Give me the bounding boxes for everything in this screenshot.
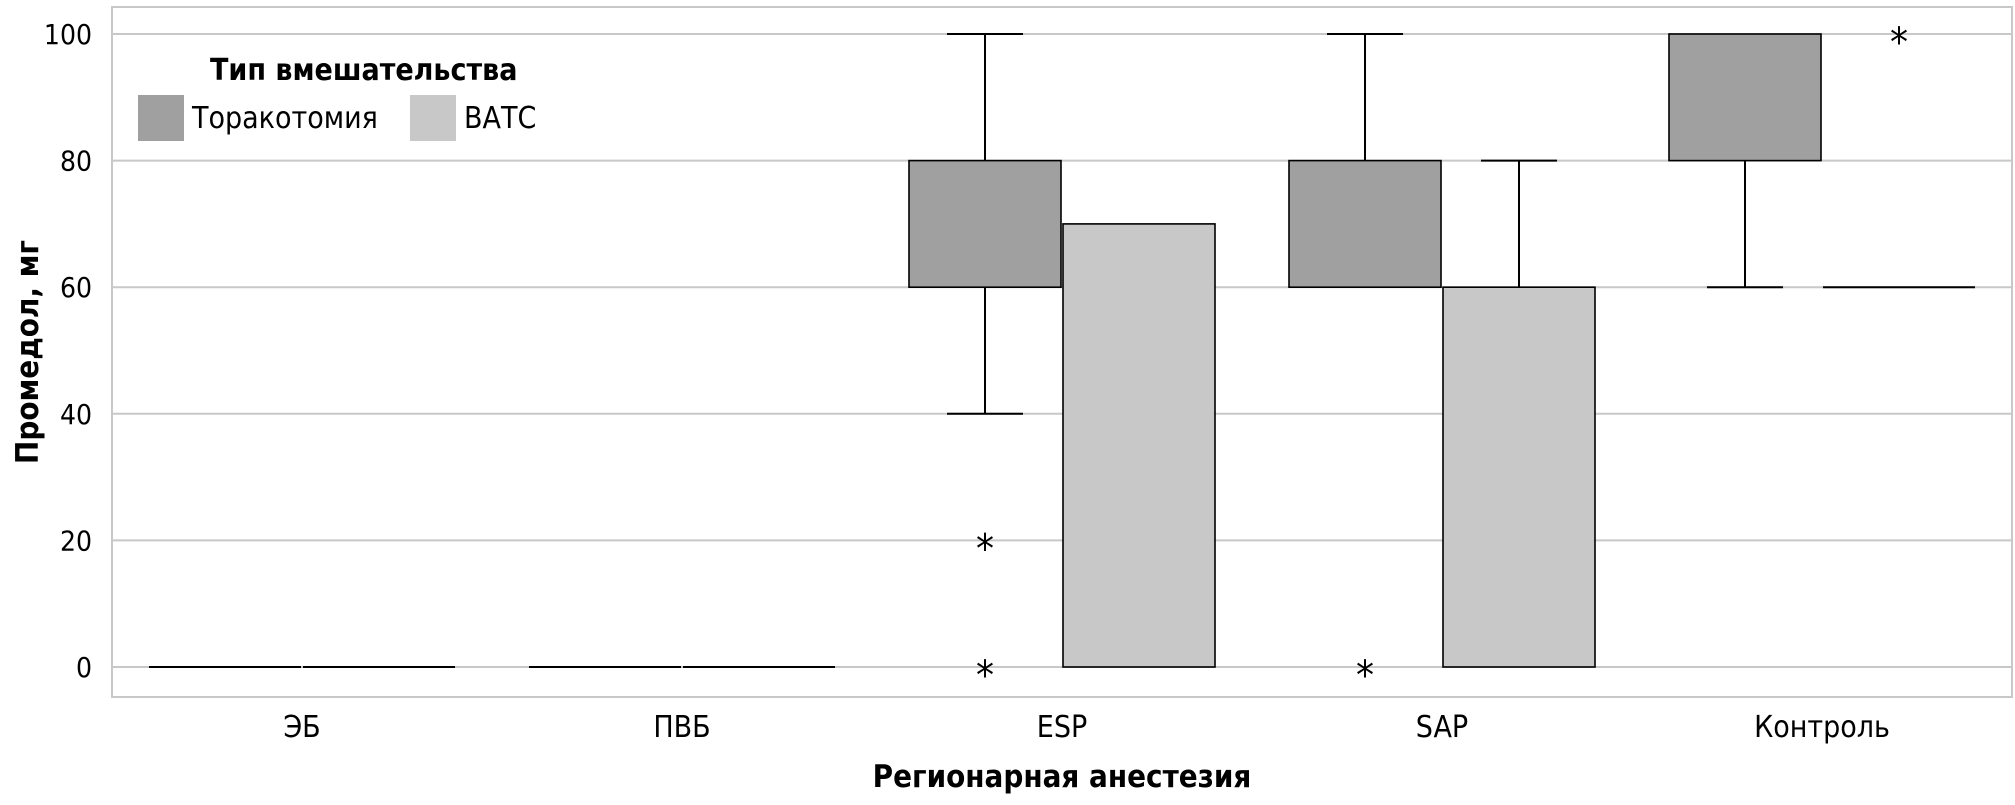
x-axis-ticks: ЭБ ПВБ ESP SAP Контроль (283, 710, 1890, 745)
legend-label: Торакотомия (191, 101, 378, 136)
box-iqr (1668, 33, 1822, 162)
box-iqr (908, 159, 1062, 289)
x-tick-label: ЭБ (283, 710, 320, 745)
y-axis-ticks: 0 20 40 60 80 100 (44, 18, 92, 684)
gridlines (112, 33, 2012, 668)
legend-label: ВАТС (464, 101, 536, 136)
y-tick-label: 60 (60, 271, 92, 304)
box-iqr (1288, 159, 1442, 289)
x-tick-label: Контроль (1754, 710, 1890, 745)
box-ВАТС-ESP (1062, 223, 1216, 668)
box-series: ** ** (149, 20, 1975, 699)
box-ВАТС-SAP (1442, 159, 1596, 668)
box-Торакотомия-Контроль (1668, 33, 1822, 289)
y-axis-label: Промедол, мг (10, 240, 46, 464)
y-tick-label: 0 (76, 651, 92, 684)
y-tick-label: 20 (60, 524, 92, 557)
outlier-marker: * (976, 653, 994, 699)
y-tick-label: 80 (60, 145, 92, 178)
x-tick-label: ПВБ (653, 710, 710, 745)
outlier-marker: * (1356, 653, 1374, 699)
plot-frame (111, 6, 2013, 698)
outlier-marker: * (1890, 20, 1908, 66)
box-iqr (1442, 286, 1596, 668)
box-iqr (1062, 223, 1216, 668)
legend-swatch (138, 95, 184, 141)
box-Торакотомия-ESP: ** (908, 33, 1062, 699)
y-tick-label: 40 (60, 398, 92, 431)
box-Торакотомия-SAP: * (1288, 33, 1442, 699)
legend-swatch (410, 95, 456, 141)
x-axis-label: Регионарная анестезия (873, 759, 1252, 795)
legend-title: Тип вмешательства (210, 53, 517, 88)
outlier-marker: * (976, 526, 994, 572)
box-ВАТС-Контроль: * (1823, 20, 1975, 289)
x-tick-label: ESP (1037, 710, 1087, 745)
x-tick-label: SAP (1416, 710, 1468, 745)
legend: Тип вмешательства Торакотомия ВАТС (138, 53, 536, 141)
y-tick-label: 100 (44, 18, 92, 51)
